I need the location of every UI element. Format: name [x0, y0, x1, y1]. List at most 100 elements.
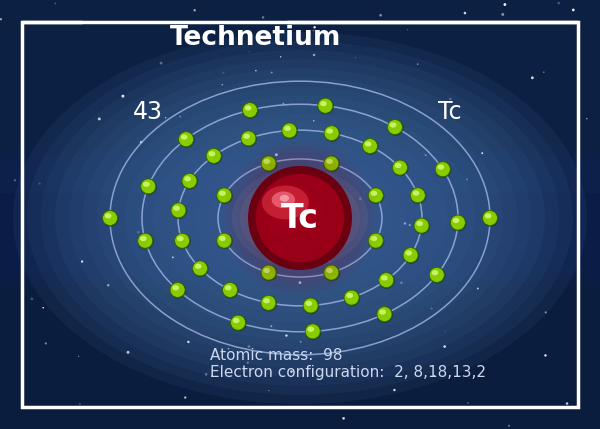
Point	[405, 222, 415, 229]
Point	[202, 371, 211, 378]
Point	[136, 139, 146, 145]
Ellipse shape	[269, 186, 315, 231]
Bar	[22, 22, 578, 407]
Ellipse shape	[206, 148, 223, 165]
Point	[287, 368, 296, 375]
Point	[74, 353, 83, 360]
Ellipse shape	[371, 236, 377, 241]
Ellipse shape	[241, 131, 256, 146]
Ellipse shape	[388, 120, 403, 135]
Point	[389, 387, 399, 393]
Ellipse shape	[245, 106, 251, 111]
Ellipse shape	[403, 248, 418, 263]
Point	[554, 0, 563, 6]
Ellipse shape	[452, 218, 460, 223]
Ellipse shape	[307, 326, 314, 332]
Ellipse shape	[371, 190, 377, 196]
Ellipse shape	[272, 198, 328, 238]
Ellipse shape	[261, 156, 277, 172]
Point	[273, 193, 283, 200]
Ellipse shape	[346, 293, 353, 298]
Ellipse shape	[295, 183, 302, 188]
Ellipse shape	[140, 178, 157, 195]
Point	[460, 9, 470, 16]
Ellipse shape	[303, 298, 319, 314]
Ellipse shape	[293, 241, 308, 256]
Point	[445, 95, 455, 102]
Point	[309, 118, 319, 124]
Point	[574, 250, 584, 257]
Ellipse shape	[241, 131, 257, 147]
Point	[281, 332, 291, 339]
Ellipse shape	[242, 103, 259, 119]
Text: Electron configuration:  2, 8,18,13,2: Electron configuration: 2, 8,18,13,2	[210, 366, 486, 381]
Point	[568, 6, 578, 13]
Ellipse shape	[326, 128, 333, 134]
Ellipse shape	[263, 268, 270, 273]
Ellipse shape	[431, 270, 439, 275]
Ellipse shape	[482, 211, 497, 226]
Ellipse shape	[181, 134, 188, 140]
Point	[539, 69, 548, 76]
Point	[276, 53, 286, 60]
Point	[75, 401, 85, 408]
Ellipse shape	[406, 251, 412, 256]
Point	[421, 152, 430, 159]
Point	[403, 26, 412, 33]
Ellipse shape	[217, 233, 233, 249]
Point	[295, 279, 305, 286]
Ellipse shape	[256, 186, 344, 250]
Ellipse shape	[305, 301, 312, 306]
Point	[309, 51, 319, 58]
Point	[217, 82, 227, 88]
Point	[290, 243, 299, 250]
Ellipse shape	[324, 265, 339, 280]
Ellipse shape	[326, 159, 333, 164]
Ellipse shape	[403, 248, 419, 264]
Ellipse shape	[182, 173, 198, 190]
Point	[457, 225, 466, 232]
Ellipse shape	[287, 204, 297, 213]
Point	[504, 423, 514, 429]
Ellipse shape	[141, 179, 156, 194]
Ellipse shape	[292, 241, 309, 257]
Ellipse shape	[324, 156, 339, 171]
Ellipse shape	[485, 213, 491, 218]
Ellipse shape	[323, 265, 340, 281]
Ellipse shape	[274, 190, 310, 227]
Point	[541, 309, 551, 316]
Ellipse shape	[379, 309, 386, 315]
Point	[50, 0, 60, 7]
Ellipse shape	[240, 174, 360, 262]
Ellipse shape	[320, 101, 327, 106]
Ellipse shape	[344, 290, 361, 306]
Ellipse shape	[379, 272, 395, 289]
Point	[351, 54, 361, 61]
Point	[527, 74, 537, 81]
Point	[156, 60, 166, 66]
Point	[562, 400, 572, 407]
Point	[251, 67, 260, 74]
Ellipse shape	[140, 236, 146, 241]
Point	[271, 186, 280, 193]
Point	[190, 7, 199, 14]
Point	[224, 345, 233, 352]
Ellipse shape	[305, 324, 320, 339]
Point	[77, 258, 87, 265]
Point	[440, 343, 449, 350]
Ellipse shape	[263, 159, 270, 164]
Ellipse shape	[435, 161, 451, 178]
Ellipse shape	[177, 236, 184, 241]
Point	[376, 12, 385, 19]
Ellipse shape	[193, 261, 209, 277]
Ellipse shape	[261, 295, 276, 310]
Ellipse shape	[435, 162, 450, 177]
Ellipse shape	[171, 202, 187, 219]
Text: Tc: Tc	[281, 202, 319, 235]
Ellipse shape	[414, 218, 429, 233]
Ellipse shape	[387, 119, 404, 136]
Ellipse shape	[233, 318, 239, 323]
Point	[161, 114, 170, 121]
Ellipse shape	[175, 233, 191, 250]
Ellipse shape	[414, 218, 430, 234]
